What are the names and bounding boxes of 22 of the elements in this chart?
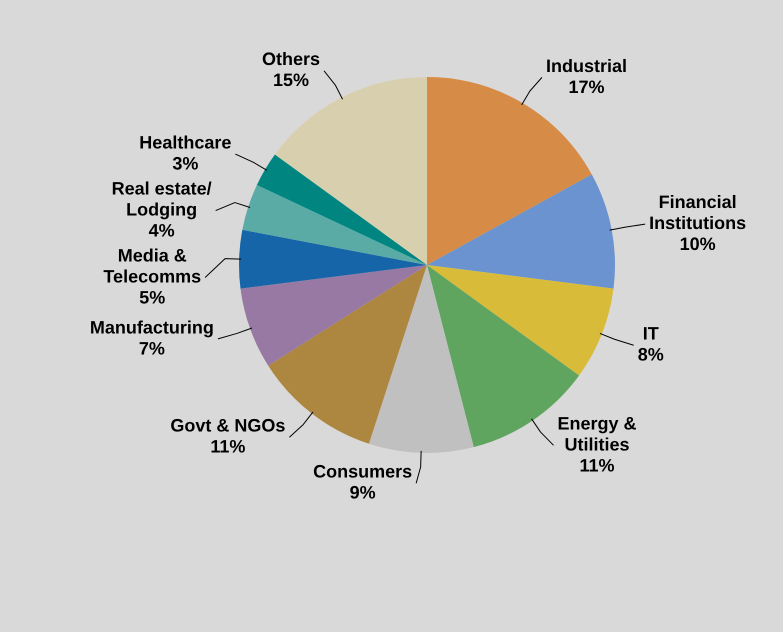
data-label: 11% <box>210 436 246 457</box>
data-label: 10% <box>680 234 716 254</box>
data-label: 17% <box>568 76 604 97</box>
slice-label: Others <box>262 49 320 70</box>
slice-label: Financial Institutions <box>649 192 746 234</box>
data-label: 4% <box>148 220 175 240</box>
data-label: 3% <box>172 154 198 174</box>
slice-label: Consumers <box>313 462 412 482</box>
slice-label: IT <box>642 324 659 344</box>
data-label: 7% <box>138 338 165 358</box>
slice-label: Manufacturing <box>90 317 214 338</box>
slice-label: Healthcare <box>139 132 232 152</box>
slice-label: Media & Telecomms <box>103 246 202 286</box>
data-label: 15% <box>273 70 310 90</box>
slice-label: Energy & Utilities <box>558 413 637 454</box>
data-label: 11% <box>580 455 615 476</box>
data-label: 8% <box>638 344 664 365</box>
data-label: 9% <box>350 482 376 503</box>
data-label: 5% <box>139 288 166 308</box>
slice-label: Govt & NGOs <box>170 416 286 436</box>
slice-label: Industrial <box>546 56 627 76</box>
slice-label: Real estate/ Lodging <box>112 178 212 220</box>
